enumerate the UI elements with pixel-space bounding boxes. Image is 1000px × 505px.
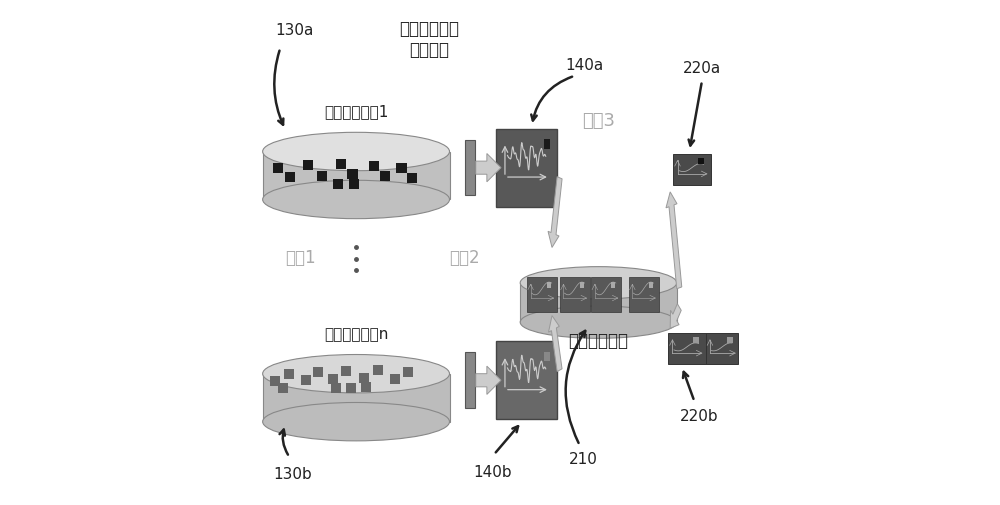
Text: 220b: 220b (680, 409, 719, 424)
Bar (278, 383, 288, 393)
Text: 步骤3: 步骤3 (582, 112, 615, 130)
Bar (465, 352, 475, 408)
Bar (369, 161, 379, 171)
Bar (698, 158, 704, 164)
Bar (373, 365, 383, 375)
Bar (396, 163, 407, 173)
Bar (496, 128, 557, 207)
Bar (496, 341, 557, 419)
Bar (527, 277, 557, 312)
Text: 时间序列生成
（升阶）: 时间序列生成 （升阶） (399, 20, 459, 59)
Text: 140b: 140b (473, 465, 512, 480)
Text: 220a: 220a (683, 61, 721, 76)
Bar (560, 277, 590, 312)
Bar (349, 179, 359, 189)
Bar (333, 179, 343, 189)
Bar (591, 277, 621, 312)
Bar (347, 169, 358, 179)
Text: 140a: 140a (566, 58, 604, 73)
Bar (544, 139, 550, 149)
Text: 210: 210 (569, 452, 598, 467)
Bar (629, 277, 659, 312)
Bar (313, 367, 323, 377)
Bar (727, 337, 733, 343)
Text: 一阶窗口算子1: 一阶窗口算子1 (324, 105, 388, 120)
Polygon shape (520, 283, 677, 322)
Bar (285, 172, 295, 182)
Text: 130b: 130b (274, 467, 312, 482)
Ellipse shape (263, 402, 450, 441)
Bar (547, 282, 551, 288)
Bar (359, 373, 369, 383)
Bar (380, 171, 390, 181)
Bar (580, 282, 584, 288)
Bar (407, 173, 417, 183)
Polygon shape (263, 152, 450, 199)
Text: 二阶分组算子: 二阶分组算子 (568, 332, 628, 350)
Ellipse shape (520, 267, 677, 299)
Bar (331, 383, 341, 393)
Polygon shape (666, 192, 682, 289)
Bar (668, 333, 706, 364)
Bar (346, 383, 356, 393)
Text: 步骤2: 步骤2 (449, 248, 480, 267)
Bar (284, 369, 294, 379)
Polygon shape (670, 304, 681, 328)
Bar (336, 159, 346, 169)
Bar (270, 376, 280, 386)
Bar (328, 374, 338, 384)
Bar (649, 282, 653, 288)
Text: 步骤1: 步骤1 (285, 248, 316, 267)
Bar (390, 374, 400, 384)
Polygon shape (476, 366, 501, 394)
Bar (706, 333, 738, 364)
Bar (317, 171, 327, 181)
Ellipse shape (520, 306, 677, 338)
Bar (341, 366, 351, 376)
Text: 一阶窗口算子n: 一阶窗口算子n (324, 327, 388, 342)
Polygon shape (476, 154, 501, 182)
Polygon shape (548, 316, 562, 372)
Bar (544, 352, 550, 362)
Bar (465, 140, 475, 195)
Ellipse shape (263, 355, 450, 393)
Bar (301, 375, 311, 385)
Bar (361, 382, 371, 392)
Bar (611, 282, 615, 288)
Text: 130a: 130a (275, 23, 314, 38)
Bar (403, 367, 413, 377)
Ellipse shape (263, 180, 450, 219)
Bar (693, 337, 699, 343)
Bar (273, 163, 283, 173)
Polygon shape (263, 374, 450, 422)
Bar (303, 160, 313, 170)
Bar (673, 154, 711, 185)
Ellipse shape (263, 132, 450, 171)
Polygon shape (548, 177, 562, 247)
